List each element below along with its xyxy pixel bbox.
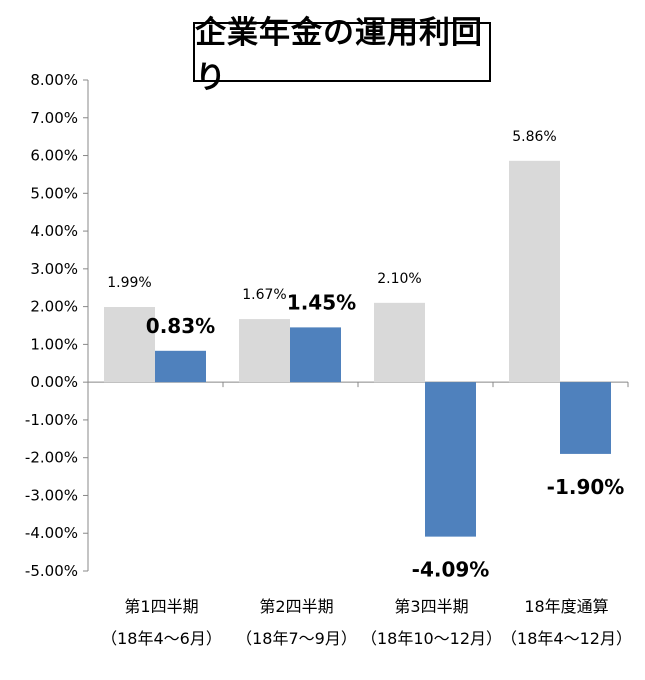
y-tick-label: 7.00% [30,109,78,127]
y-tick-label: 0.00% [30,373,78,391]
data-label: -4.09% [412,558,490,582]
category-label: 18年度通算 [524,597,608,616]
data-label: 1.99% [107,275,151,291]
data-label: -1.90% [547,475,625,499]
bar [560,382,611,454]
y-tick-label: 3.00% [30,260,78,278]
y-tick-label: -1.00% [25,411,78,429]
y-tick-label: -2.00% [25,449,78,467]
category-label: 第1四半期 [124,597,198,616]
y-tick-label: 6.00% [30,147,78,165]
bar [104,306,155,383]
y-tick-label: 4.00% [30,222,78,240]
bar [239,319,290,383]
data-label: 1.45% [287,290,356,314]
y-tick-label: -3.00% [25,486,78,504]
category-sublabel: （18年10～12月） [361,629,502,648]
bar [509,160,560,383]
data-label: 1.67% [242,287,286,303]
bar [425,382,476,537]
category-sublabel: （18年7～9月） [236,629,357,648]
category-label: 第2四半期 [259,597,333,616]
y-tick-label: -5.00% [25,562,78,580]
y-tick-label: 5.00% [30,184,78,202]
category-label: 第3四半期 [394,597,468,616]
data-label: 5.86% [512,129,556,145]
bar [374,302,425,383]
category-sublabel: （18年4～6月） [101,629,222,648]
data-label: 2.10% [377,271,421,287]
y-tick-label: 1.00% [30,335,78,353]
data-label: 0.83% [146,314,215,338]
category-sublabel: （18年4～12月） [501,629,632,648]
y-tick-label: -4.00% [25,524,78,542]
bar [155,350,206,383]
bar [290,327,341,383]
y-tick-label: 2.00% [30,298,78,316]
y-tick-label: 8.00% [30,71,78,89]
